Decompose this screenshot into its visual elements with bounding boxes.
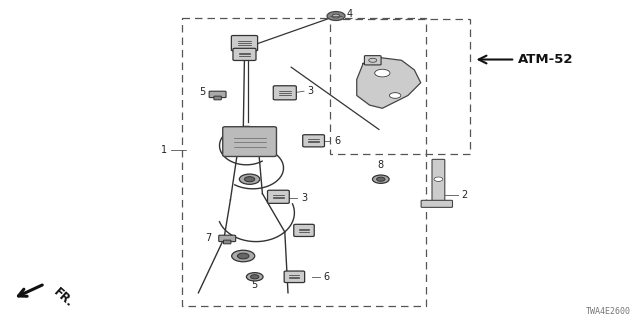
FancyBboxPatch shape (223, 240, 231, 244)
Circle shape (239, 174, 260, 184)
Text: 1: 1 (161, 145, 168, 156)
Text: 4: 4 (347, 9, 353, 20)
Text: 8: 8 (378, 160, 384, 170)
FancyBboxPatch shape (219, 235, 236, 242)
Bar (330, 19, 470, 154)
Text: 3: 3 (301, 193, 307, 203)
FancyBboxPatch shape (273, 86, 296, 100)
FancyBboxPatch shape (421, 200, 452, 207)
FancyBboxPatch shape (232, 36, 257, 51)
Circle shape (374, 69, 390, 77)
Bar (182, 18, 426, 306)
Circle shape (372, 175, 389, 183)
Text: 7: 7 (205, 233, 211, 244)
FancyBboxPatch shape (268, 190, 289, 204)
Text: ATM-52: ATM-52 (518, 53, 574, 66)
Circle shape (246, 273, 263, 281)
Text: 6: 6 (323, 272, 330, 282)
Circle shape (232, 250, 255, 262)
Text: 5: 5 (199, 87, 205, 97)
FancyBboxPatch shape (223, 127, 276, 156)
Circle shape (434, 177, 443, 181)
FancyBboxPatch shape (432, 159, 445, 205)
FancyBboxPatch shape (284, 271, 305, 283)
Circle shape (237, 253, 249, 259)
Text: 5: 5 (252, 280, 258, 291)
Text: 3: 3 (307, 86, 314, 96)
Circle shape (376, 177, 385, 181)
Text: FR.: FR. (51, 286, 76, 310)
Text: TWA4E2600: TWA4E2600 (586, 308, 630, 316)
Circle shape (244, 177, 255, 182)
FancyBboxPatch shape (303, 135, 324, 147)
Circle shape (251, 275, 259, 279)
FancyBboxPatch shape (233, 48, 256, 60)
FancyBboxPatch shape (214, 96, 221, 100)
Circle shape (389, 92, 401, 98)
Circle shape (332, 14, 340, 18)
FancyBboxPatch shape (209, 91, 226, 98)
Text: 6: 6 (334, 136, 340, 146)
FancyBboxPatch shape (294, 224, 314, 236)
Text: 2: 2 (461, 190, 467, 200)
FancyBboxPatch shape (364, 56, 381, 65)
Polygon shape (356, 57, 420, 108)
Circle shape (327, 12, 345, 20)
